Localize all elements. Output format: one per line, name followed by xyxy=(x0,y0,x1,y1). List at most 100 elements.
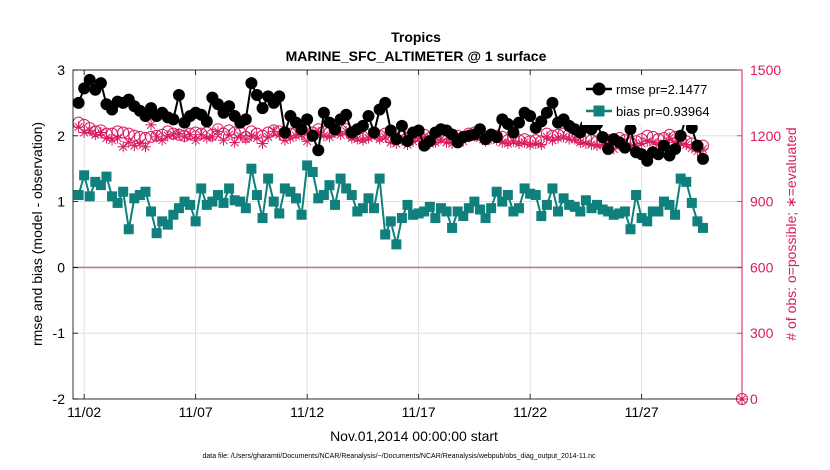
rmse-point xyxy=(250,89,263,102)
obs-evaluated-stroke xyxy=(642,137,652,146)
bias-point xyxy=(458,211,469,222)
obs-evaluated-point xyxy=(229,136,241,148)
bias-point xyxy=(408,209,419,220)
bias-point xyxy=(658,196,669,207)
rmse-point xyxy=(624,123,637,136)
x-tick-label: 11/27 xyxy=(625,404,659,420)
obs-evaluated-stroke xyxy=(258,139,267,148)
obs-evaluated-point xyxy=(257,137,269,149)
obs-evaluated-point xyxy=(535,139,547,151)
bias-point xyxy=(597,204,608,215)
rmse-point xyxy=(501,117,514,130)
rmse-point xyxy=(273,90,286,103)
bias-point xyxy=(107,191,118,202)
obs-evaluated-point xyxy=(441,136,453,148)
obs-evaluated-point xyxy=(641,135,653,147)
obs-evaluated-stroke xyxy=(157,135,167,145)
bias-point xyxy=(240,203,251,214)
bias-point xyxy=(291,193,301,204)
bias-point xyxy=(196,183,207,194)
bias-point xyxy=(101,171,112,182)
bias-point xyxy=(302,160,313,171)
bias-point xyxy=(385,216,396,227)
rmse-point xyxy=(317,106,330,119)
bias-point xyxy=(675,173,686,184)
bias-point xyxy=(541,199,552,210)
y-tick-label: 1 xyxy=(57,194,65,210)
bias-point xyxy=(212,190,223,201)
obs-evaluated-stroke xyxy=(336,130,345,139)
rmse-point xyxy=(507,126,520,139)
obs-evaluated-stroke xyxy=(118,142,128,152)
bias-point xyxy=(508,206,519,217)
bias-point xyxy=(235,196,246,207)
obs-evaluated-stroke xyxy=(436,134,446,144)
y2-tick-label: 900 xyxy=(750,194,774,210)
obs-evaluated-point xyxy=(435,133,447,145)
rmse-point xyxy=(652,148,665,161)
legend-bias-label: bias pr=0.93964 xyxy=(616,104,710,119)
bias-series-layer xyxy=(73,160,708,250)
y-tick-label: -2 xyxy=(53,391,66,407)
bias-point xyxy=(664,199,675,210)
bias-point xyxy=(631,190,642,201)
rmse-point xyxy=(301,113,314,126)
rmse-point xyxy=(83,73,96,86)
bias-point xyxy=(547,183,558,194)
bias-point xyxy=(146,206,157,217)
rmse-point xyxy=(696,152,709,165)
bias-point xyxy=(502,190,513,201)
bias-point xyxy=(553,206,564,217)
obs-evaluated-stroke xyxy=(319,131,329,141)
bias-point xyxy=(625,224,636,235)
bias-point xyxy=(580,195,591,206)
rmse-point xyxy=(172,89,185,102)
bias-point xyxy=(452,206,463,217)
bias-point xyxy=(363,193,374,204)
obs-evaluated-stroke xyxy=(74,122,83,132)
rmse-point xyxy=(384,124,397,137)
obs-evaluated-stroke xyxy=(213,127,223,136)
bias-point xyxy=(118,186,129,197)
bias-point xyxy=(681,176,692,187)
obs-evaluated-point xyxy=(541,131,553,143)
bias-point xyxy=(123,224,134,235)
bias-point xyxy=(419,206,430,217)
chart-title: Tropics xyxy=(391,29,441,45)
bias-point xyxy=(134,190,145,201)
bias-point xyxy=(112,197,123,208)
bias-point xyxy=(140,186,151,197)
x-tick-label: 11/07 xyxy=(179,404,213,420)
bias-point xyxy=(357,203,368,214)
bias-point xyxy=(463,203,474,214)
obs-evaluated-stroke xyxy=(514,139,524,148)
rmse-point xyxy=(546,96,559,109)
obs-evaluated-stroke xyxy=(442,138,451,147)
rmse-point xyxy=(72,96,85,109)
obs-evaluated-point xyxy=(112,132,124,144)
obs-evaluated-point xyxy=(268,125,280,137)
rmse-point xyxy=(490,131,503,144)
bias-point xyxy=(307,166,318,177)
y2-tick-label: 1200 xyxy=(750,128,781,144)
rmse-point xyxy=(395,119,408,132)
obs-evaluated-stroke xyxy=(102,133,111,143)
bias-point xyxy=(435,203,446,214)
bias-point xyxy=(190,216,201,227)
obs-evaluated-stroke xyxy=(648,138,658,147)
rmse-point xyxy=(356,119,369,132)
rmse-point xyxy=(641,154,654,167)
obs-evaluated-stroke xyxy=(682,140,691,149)
obs-evaluated-point xyxy=(134,137,146,149)
obs-evaluated-point xyxy=(156,134,168,146)
obs-evaluated-stroke xyxy=(85,126,94,135)
bias-point xyxy=(346,190,357,201)
rmse-point xyxy=(329,123,342,136)
rmse-point xyxy=(223,100,236,113)
obs-evaluated-point xyxy=(223,129,235,141)
rmse-point xyxy=(295,123,308,136)
obs-evaluated-stroke xyxy=(236,131,245,141)
bias-point xyxy=(257,213,268,224)
rmse-point xyxy=(412,124,425,137)
